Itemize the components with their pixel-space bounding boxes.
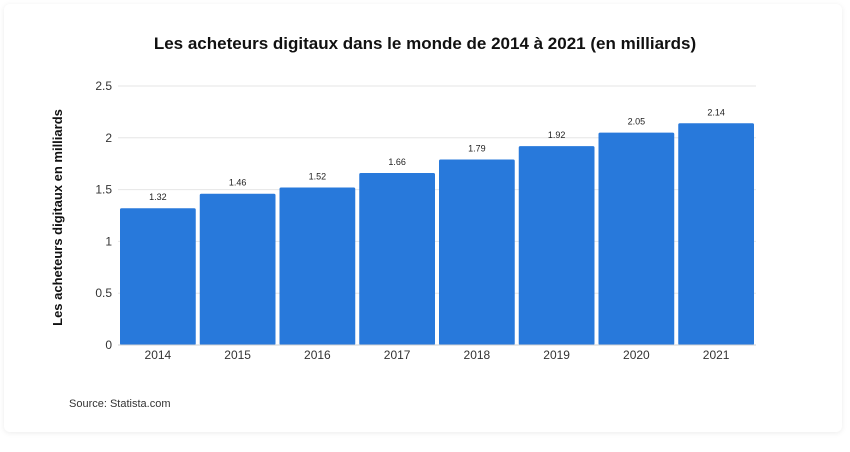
y-tick-label: 2.5 (95, 79, 112, 93)
chart-title: Les acheteurs digitaux dans le monde de … (153, 34, 697, 53)
bar (199, 193, 276, 345)
x-tick-label: 2015 (224, 348, 251, 362)
x-tick-label: 2017 (384, 348, 411, 362)
bar (598, 132, 675, 345)
x-tick-label: 2019 (543, 348, 570, 362)
x-tick-label: 2014 (145, 348, 172, 362)
bar (678, 123, 754, 346)
bar (518, 146, 595, 345)
x-tick-label: 2016 (304, 348, 331, 362)
bar (359, 173, 435, 345)
y-tick-label: 1 (105, 234, 112, 248)
y-tick-label: 0 (105, 338, 112, 352)
bar-value-label: 1.66 (388, 157, 406, 167)
x-tick-label: 2021 (703, 348, 730, 362)
bar-value-label: 2.14 (707, 107, 725, 117)
bar-value-label: 1.79 (468, 144, 486, 154)
x-tick-label: 2020 (623, 348, 650, 362)
bar-value-label: 2.05 (628, 117, 646, 127)
bar-value-label: 1.46 (229, 178, 247, 188)
y-axis-title: Les acheteurs digitaux en milliards (50, 109, 65, 326)
bar-value-label: 1.92 (548, 130, 566, 140)
bar (120, 208, 196, 345)
y-tick-label: 0.5 (95, 286, 112, 300)
bar (279, 187, 356, 345)
bar-value-label: 1.52 (309, 172, 327, 182)
y-tick-label: 2 (105, 131, 112, 145)
source-note: Source: Statista.com (69, 398, 171, 410)
bar (439, 159, 515, 345)
y-tick-label: 1.5 (95, 183, 112, 197)
bar-value-label: 1.32 (149, 192, 167, 202)
x-tick-label: 2018 (464, 348, 491, 362)
